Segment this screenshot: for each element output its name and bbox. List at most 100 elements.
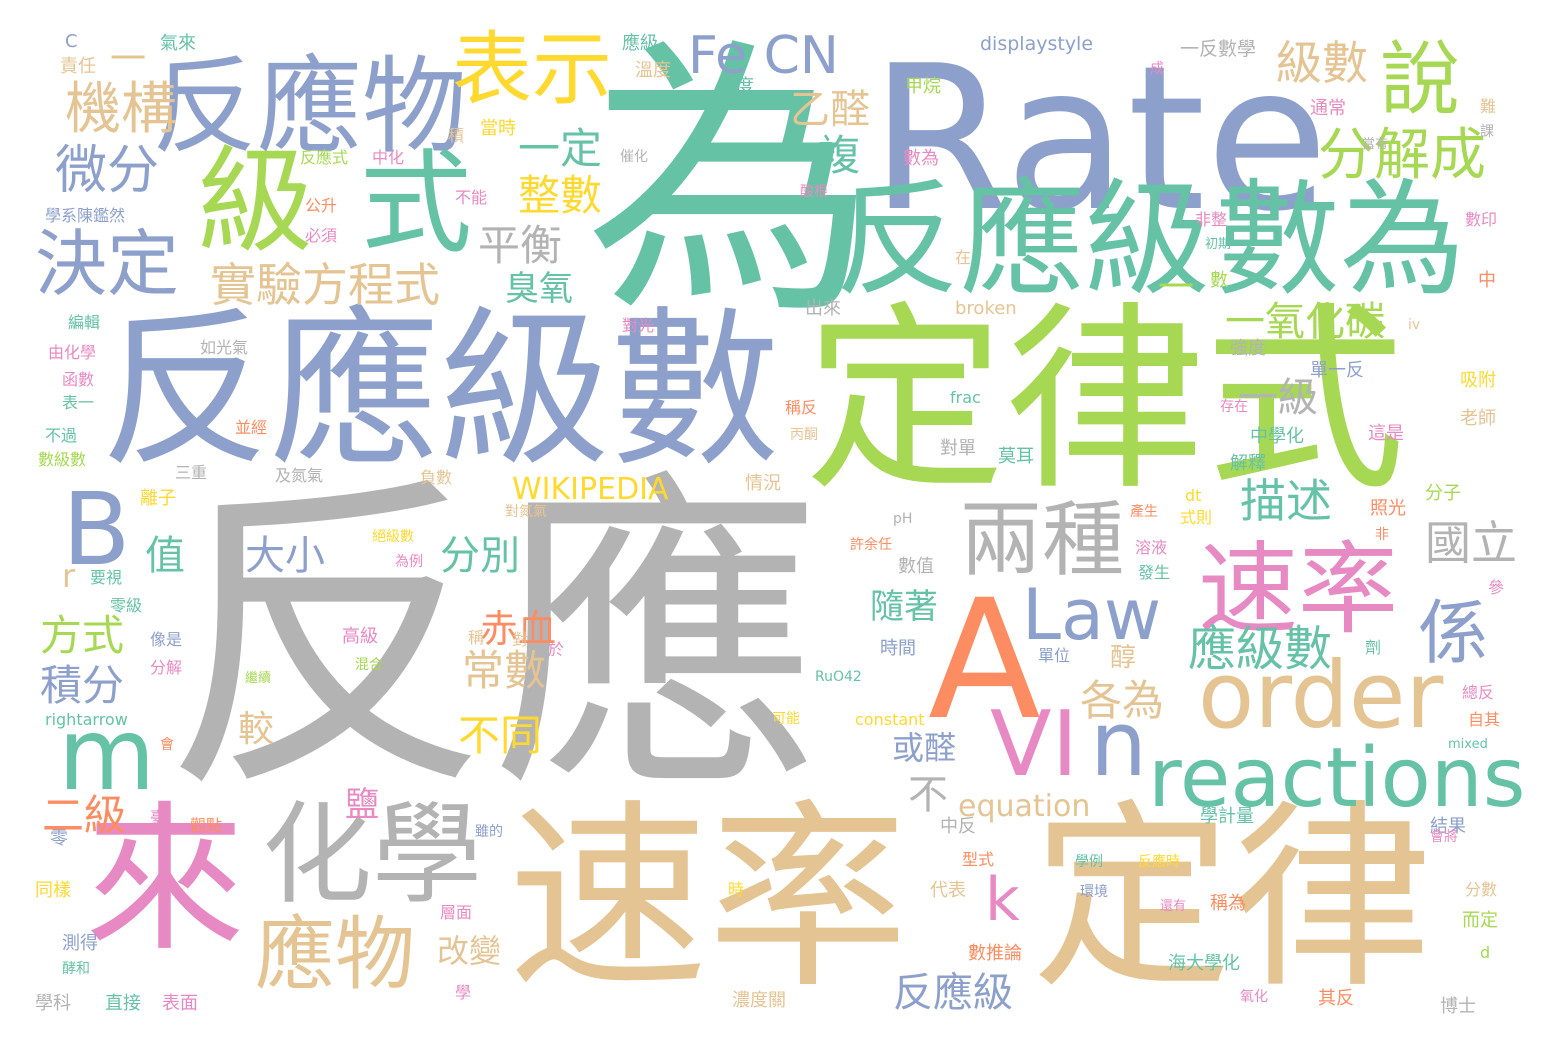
word-xuexi: 學系陳鑑然 xyxy=(45,206,126,225)
word-law: Law xyxy=(1022,574,1162,656)
word-ph: pH xyxy=(893,511,913,527)
word-suizhe: 隨著 xyxy=(870,587,938,627)
word-guoli: 國立 xyxy=(1425,516,1517,570)
word-fei: 非 xyxy=(1375,527,1389,543)
word-jiao: 較 xyxy=(238,709,275,750)
word-qilai: 氣來 xyxy=(160,33,196,54)
word-zongfan: 總反 xyxy=(1462,683,1495,702)
word-ling: 零 xyxy=(50,828,68,849)
word-yingji: 應級 xyxy=(622,33,658,54)
word-haiyou: 還有 xyxy=(1160,899,1187,914)
word-fanyingshi: 反應式 xyxy=(300,148,349,167)
word-yi: 一 xyxy=(110,39,147,80)
word-zhonghua: 中化 xyxy=(372,148,405,167)
word-zhengshu: 整數 xyxy=(518,171,603,220)
word-chuqi: 初期 xyxy=(1205,237,1232,252)
word-ke: 課 xyxy=(1480,124,1494,140)
word-gongsheng: 公升 xyxy=(305,196,338,215)
word-nongdu: 濃度 xyxy=(718,76,754,97)
word-fenbie: 分別 xyxy=(440,533,520,579)
word-reactions: reactions xyxy=(1148,731,1526,826)
word-zai: 在 xyxy=(955,248,972,267)
word-shuwei2: 數為 xyxy=(903,148,939,169)
word-butong: 不同 xyxy=(458,711,543,760)
word-changshu: 常數 xyxy=(462,646,547,695)
word-sulv: 速率 xyxy=(508,783,909,1016)
word-fanyingwu: 反應物 xyxy=(152,46,468,168)
word-xue: 學 xyxy=(455,983,472,1002)
word-yaoshi: 要視 xyxy=(90,568,123,587)
word-iv: iv xyxy=(1408,317,1421,333)
word-fanyingji2: 反應級 xyxy=(893,970,1013,1016)
word-chun: 醇 xyxy=(1110,643,1137,673)
word-xuejiliang: 學計量 xyxy=(1200,806,1254,827)
word-shuwei: 數為 xyxy=(1215,168,1465,313)
word-bianji: 編輯 xyxy=(68,313,101,332)
word-m: m xyxy=(58,696,156,813)
word-feizheng: 非整 xyxy=(1195,210,1228,229)
word-dinglushi: 定律式 xyxy=(805,285,1406,518)
word-danwei: 單位 xyxy=(1038,646,1071,665)
word-r: r xyxy=(62,557,76,595)
word-ji3: 劑 xyxy=(1365,638,1382,657)
word-juejishu: 絕級數 xyxy=(372,529,414,545)
word-fanying: 反應 xyxy=(162,448,822,832)
word-cunzai: 存在 xyxy=(1220,399,1248,415)
word-jueding: 決定 xyxy=(35,222,180,306)
word-biaomian: 表面 xyxy=(162,993,198,1014)
word-huanjing: 環境 xyxy=(1080,884,1108,900)
word-liangzhong: 兩種 xyxy=(960,493,1125,588)
word-ruo42: RuO42 xyxy=(815,669,862,685)
word-shutuilun: 數推論 xyxy=(968,943,1022,964)
word-shi: 式 xyxy=(360,139,472,269)
word-pingheng: 平衡 xyxy=(478,221,563,270)
word-ziqi: 自其 xyxy=(1468,710,1501,729)
word-erji: 二級 xyxy=(42,791,127,840)
word-zhong: 中 xyxy=(1478,270,1496,291)
word-chixue: 赤血 xyxy=(480,607,557,651)
word-fangshi: 方式 xyxy=(40,611,125,660)
word-qifan: 其反 xyxy=(1318,988,1354,1009)
word-lizi: 離子 xyxy=(140,488,176,509)
word-jieguo: 結果 xyxy=(1430,816,1466,837)
word-danyifan: 單一反 xyxy=(1310,360,1364,381)
word-yiyanghuatan: 一氧化碳 xyxy=(1225,299,1385,345)
word-daibiao: 代表 xyxy=(930,880,966,901)
word-youhuaxue: 由化學 xyxy=(48,343,97,362)
word-huoquan: 或醛 xyxy=(892,729,957,767)
word-nongduguan: 濃度關 xyxy=(732,990,786,1011)
word-fenjiecheng: 分解成 xyxy=(1318,123,1486,188)
word-shujishu: 數級數 xyxy=(38,450,87,469)
word-hanshu: 函數 xyxy=(62,370,95,389)
word-shu: 數 xyxy=(1210,270,1228,291)
word-xingshi: 型式 xyxy=(962,850,995,869)
word-fanyingji: 反應級 xyxy=(835,168,1210,313)
word-wendu: 溫度 xyxy=(635,60,671,81)
word-zheshi: 這是 xyxy=(1368,423,1404,444)
word-jifen: 積分 xyxy=(40,661,125,710)
word-fanyingshi2: 反應時 xyxy=(1138,854,1180,870)
word-sanchong: 三重 xyxy=(175,463,208,482)
word-hui: 會 xyxy=(160,737,174,753)
word-lingji: 零級 xyxy=(110,596,143,615)
word-jiaohe: 酵和 xyxy=(62,961,90,977)
word-rightarrow: rightarrow xyxy=(45,710,128,729)
word-dangshi: 當時 xyxy=(480,118,516,139)
word-laoshi: 老師 xyxy=(1460,408,1496,429)
word-yingwu: 應物 xyxy=(255,908,415,1001)
word-xueke: 學科 xyxy=(35,993,71,1014)
word-n: n xyxy=(1090,692,1148,797)
word-yi2: 一 xyxy=(1158,267,1195,308)
word-fenjie: 分解 xyxy=(150,658,183,677)
word-nan: 難 xyxy=(1477,98,1496,114)
word-shuyin: 數印 xyxy=(1465,210,1498,229)
word-xueli: 學例 xyxy=(1075,854,1103,870)
word-duidanqi: 對氮氣 xyxy=(505,504,547,520)
word-jigou: 機構 xyxy=(65,77,177,142)
word-xi: 係 xyxy=(1418,592,1488,674)
word-dui: 對 xyxy=(512,630,529,649)
word-jiawan: 甲烷 xyxy=(905,76,941,97)
word-shen: 參 xyxy=(1488,578,1505,597)
word-c: C xyxy=(65,31,78,52)
word-buguo: 不過 xyxy=(45,426,78,445)
